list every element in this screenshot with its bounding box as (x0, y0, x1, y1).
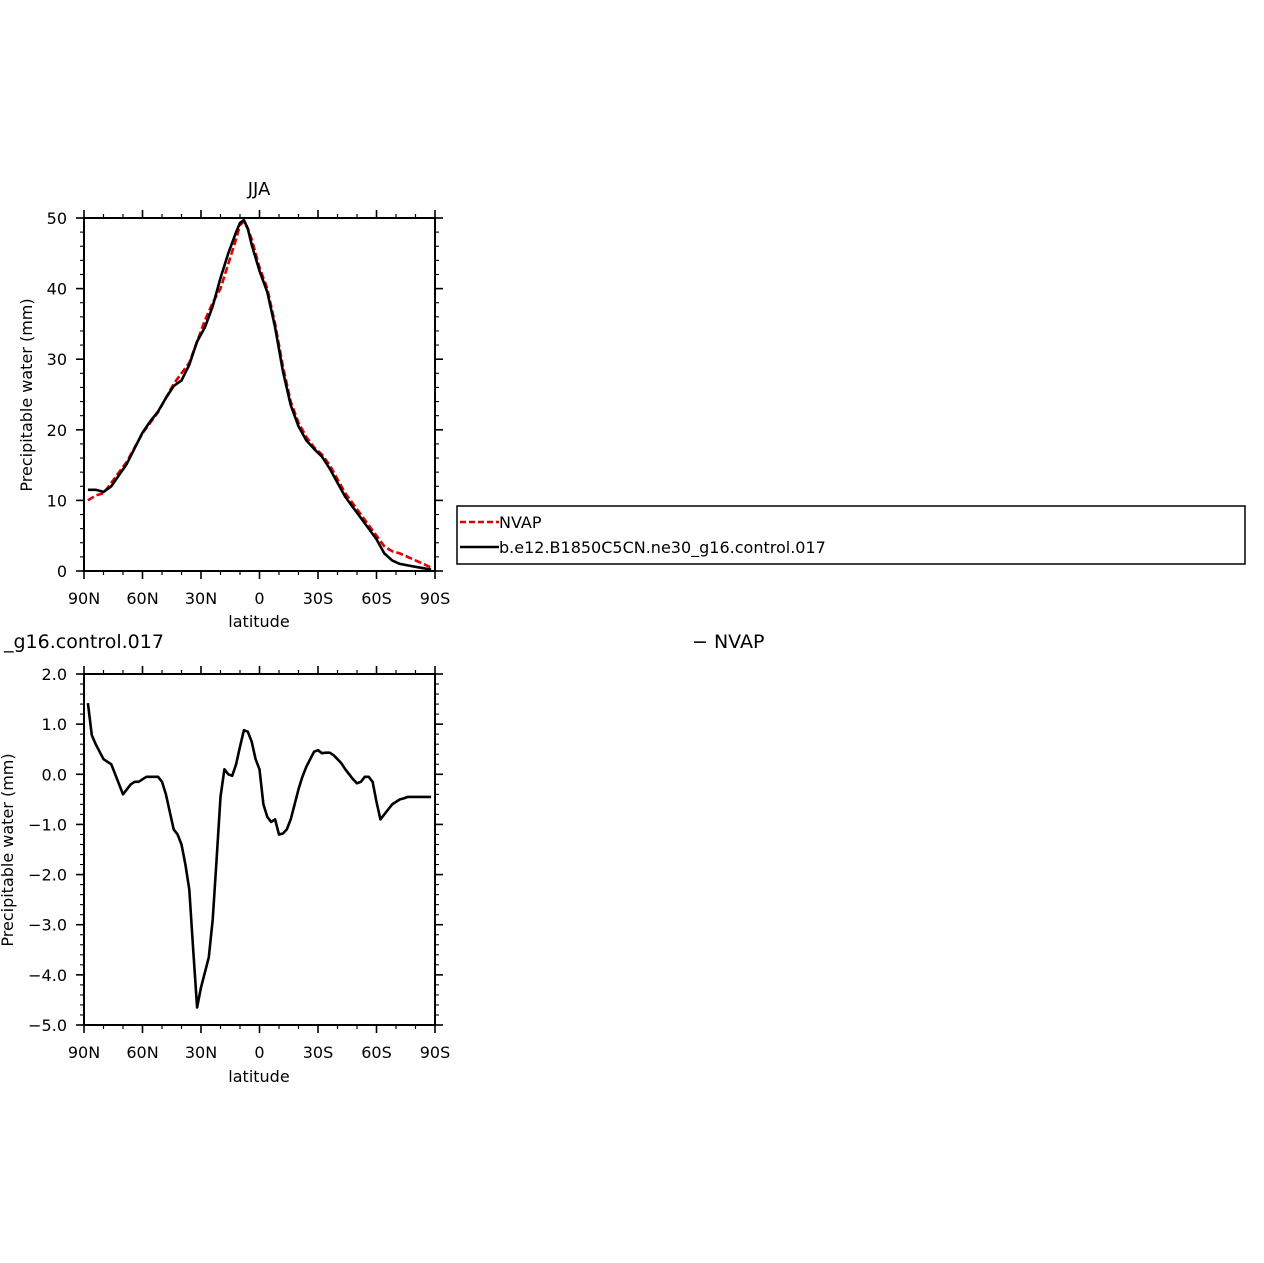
top-panel: JJA Precipitable water (mm) latitude 90N… (17, 179, 450, 631)
bottom-ytick-label: −1.0 (28, 815, 67, 834)
legend: NVAP b.e12.B1850C5CN.ne30_g16.control.01… (456, 505, 1246, 565)
bottom-panel-title-right: − NVAP (692, 631, 764, 653)
bottom-ytick-label: −5.0 (28, 1016, 67, 1035)
bottom-ytick-label: −4.0 (28, 966, 67, 985)
top-ytick-label: 0 (57, 562, 67, 581)
bottom-ytick-label: −2.0 (28, 866, 67, 885)
top-xtick-label: 90S (420, 589, 451, 608)
bottom-ytick-label: 2.0 (42, 665, 67, 684)
bottom-panel-ylabel: Precipitable water (mm) (0, 753, 17, 946)
legend-box (456, 505, 1246, 565)
top-ytick-label: 50 (47, 209, 67, 228)
bottom-plot-frame (83, 673, 436, 1026)
top-xtick-label: 30S (303, 589, 334, 608)
bottom-xtick-label: 0 (254, 1043, 264, 1062)
top-xtick-label: 0 (254, 589, 264, 608)
bottom-series-line-0 (86, 702, 432, 1009)
top-xtick-label: 60N (126, 589, 158, 608)
top-panel-xlabel: latitude (228, 612, 289, 631)
top-ytick-label: 20 (47, 421, 67, 440)
top-xtick-label: 30N (185, 589, 217, 608)
top-xtick-label: 60S (361, 589, 392, 608)
bottom-ytick-label: 0.0 (42, 765, 67, 784)
top-panel-ylabel: Precipitable water (mm) (17, 298, 36, 491)
bottom-xtick-label: 30S (303, 1043, 334, 1062)
bottom-ytick-label: 1.0 (42, 715, 67, 734)
bottom-xtick-label: 60S (361, 1043, 392, 1062)
bottom-xtick-label: 90S (420, 1043, 451, 1062)
legend-label-nvap: NVAP (499, 513, 542, 532)
bottom-xtick-label: 60N (126, 1043, 158, 1062)
bottom-panel-xlabel: latitude (228, 1067, 289, 1086)
bottom-xtick-label: 90N (68, 1043, 100, 1062)
bottom-panel: _g16.control.017 − NVAP latitude 90N 60N 3… (3, 631, 764, 1086)
bottom-ytick-label: −3.0 (28, 916, 67, 935)
top-ytick-label: 40 (47, 280, 67, 299)
top-panel-title: JJA (247, 179, 271, 200)
top-series-line-1 (87, 218, 432, 571)
legend-label-model: b.e12.B1850C5CN.ne30_g16.control.017 (499, 538, 826, 558)
top-xtick-label: 90N (68, 589, 100, 608)
bottom-panel-title-left: _g16.control.017 (3, 631, 164, 653)
top-ytick-label: 10 (47, 491, 67, 510)
bottom-xtick-label: 30N (185, 1043, 217, 1062)
top-series-line-0 (87, 220, 432, 569)
top-ytick-label: 30 (47, 350, 67, 369)
